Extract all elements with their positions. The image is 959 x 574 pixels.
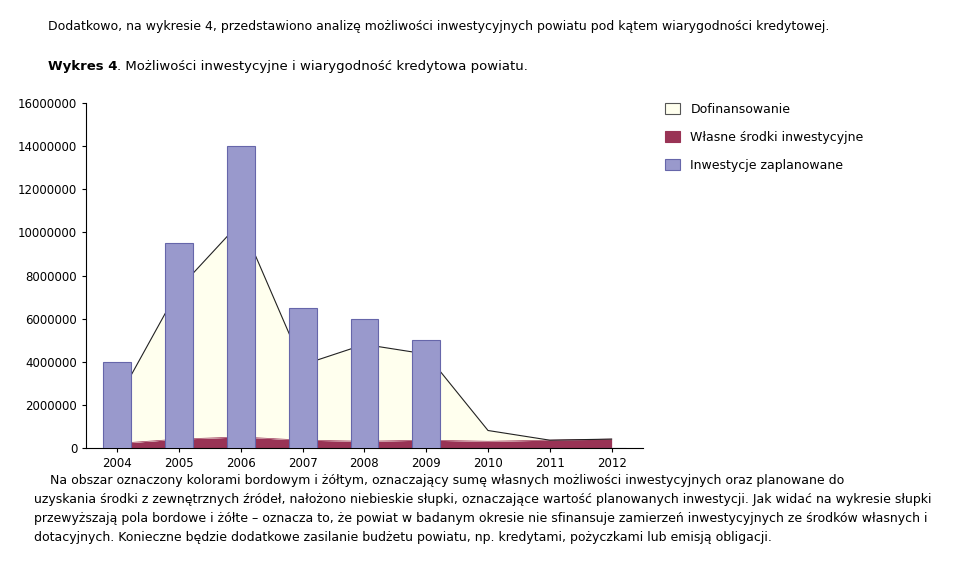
- Bar: [351, 319, 379, 448]
- Bar: [227, 146, 255, 448]
- Bar: [165, 243, 193, 448]
- Bar: [104, 362, 131, 448]
- Text: . Możliwości inwestycyjne i wiarygodność kredytowa powiatu.: . Możliwości inwestycyjne i wiarygodność…: [117, 60, 527, 73]
- Text: Na obszar oznaczony kolorami bordowym i żółtym, oznaczający sumę własnych możliw: Na obszar oznaczony kolorami bordowym i …: [34, 474, 931, 544]
- Bar: [289, 308, 316, 448]
- Bar: [412, 340, 440, 448]
- Text: Wykres 4: Wykres 4: [48, 60, 117, 73]
- Text: Dodatkowo, na wykresie 4, przedstawiono analizę możliwości inwestycyjnych powiat: Dodatkowo, na wykresie 4, przedstawiono …: [48, 20, 830, 33]
- Legend: Dofinansowanie, Własne środki inwestycyjne, Inwestycje zaplanowane: Dofinansowanie, Własne środki inwestycyj…: [666, 103, 864, 172]
